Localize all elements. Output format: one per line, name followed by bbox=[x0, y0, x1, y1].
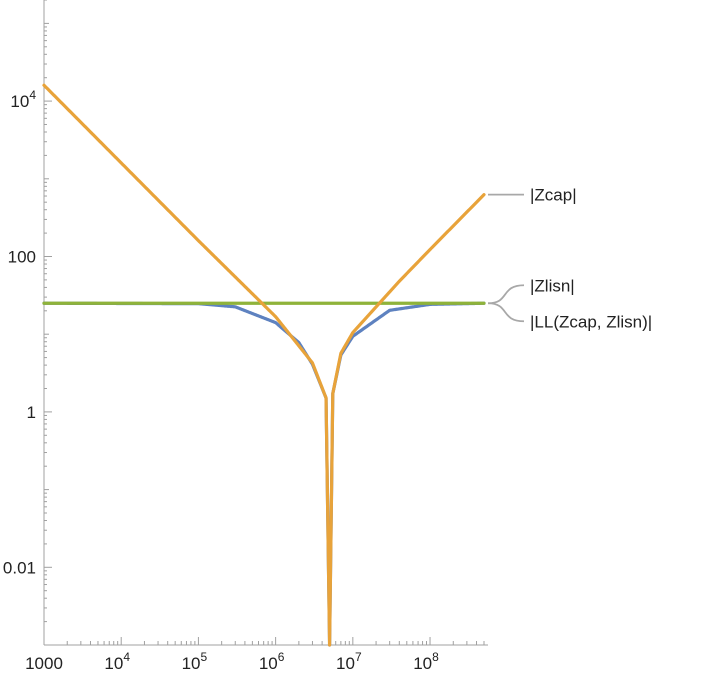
axes: 1000 104 105 106 107 108 0.01 1 100 104 bbox=[3, 0, 488, 673]
y-tick-label: 0.01 bbox=[3, 558, 36, 577]
x-tick-label: 104 bbox=[104, 650, 130, 673]
series-lines bbox=[42, 83, 486, 647]
legend-leader-zlisn bbox=[487, 284, 525, 305]
x-tick-label: 106 bbox=[259, 650, 285, 673]
series-line-zcap bbox=[42, 83, 486, 647]
legend-leader-ll bbox=[487, 302, 525, 323]
legend-label-ll: |LL(Zcap, Zlisn)| bbox=[530, 312, 652, 331]
x-tick-label: 105 bbox=[182, 650, 208, 673]
legend-label-zcap: |Zcap| bbox=[530, 186, 577, 205]
series-line-ll-zcap-zlisn bbox=[42, 301, 486, 647]
x-tick-label: 108 bbox=[413, 650, 439, 673]
y-tick-label: 104 bbox=[10, 88, 36, 111]
legend: |Zcap| |Zlisn| |LL(Zcap, Zlisn)| bbox=[487, 186, 652, 331]
y-tick-label: 1 bbox=[27, 403, 36, 422]
legend-label-zlisn: |Zlisn| bbox=[530, 276, 575, 295]
x-tick-label: 1000 bbox=[25, 654, 63, 673]
y-tick-label: 100 bbox=[8, 247, 36, 266]
x-tick-label: 107 bbox=[336, 650, 362, 673]
